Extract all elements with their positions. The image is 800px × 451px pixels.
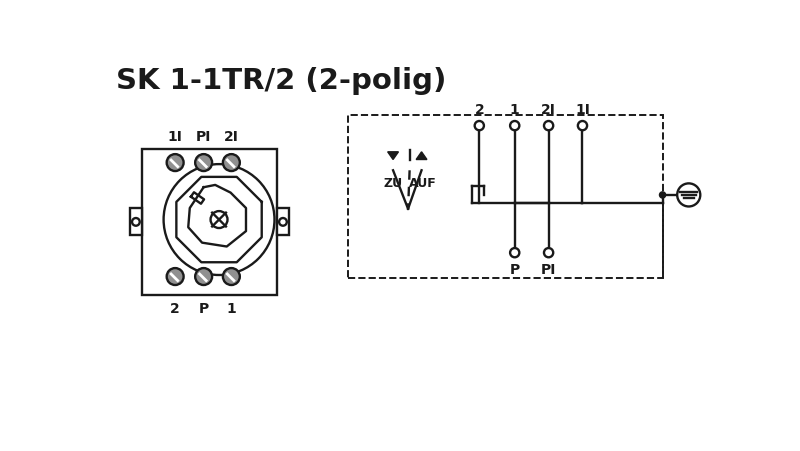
- Circle shape: [164, 165, 274, 276]
- Text: P: P: [510, 262, 520, 276]
- Bar: [277, 209, 289, 236]
- Circle shape: [279, 219, 287, 226]
- Circle shape: [132, 219, 140, 226]
- Circle shape: [677, 184, 700, 207]
- Text: 1: 1: [226, 302, 236, 316]
- Circle shape: [166, 155, 184, 172]
- Polygon shape: [388, 152, 398, 160]
- Bar: [349, 115, 662, 278]
- Text: 2: 2: [170, 302, 180, 316]
- Text: AUF: AUF: [410, 177, 437, 190]
- Circle shape: [578, 122, 587, 131]
- Bar: [142, 149, 277, 295]
- Text: 2: 2: [474, 103, 484, 117]
- Text: 1I: 1I: [168, 129, 182, 143]
- Text: 1: 1: [510, 103, 519, 117]
- Circle shape: [223, 268, 240, 285]
- Circle shape: [510, 249, 519, 258]
- Circle shape: [544, 249, 554, 258]
- Circle shape: [474, 122, 484, 131]
- Bar: [130, 209, 142, 236]
- Circle shape: [223, 155, 240, 172]
- Text: 2I: 2I: [224, 129, 238, 143]
- Circle shape: [510, 122, 519, 131]
- Text: P: P: [198, 302, 209, 316]
- Polygon shape: [416, 152, 427, 160]
- Text: 1I: 1I: [575, 103, 590, 117]
- Circle shape: [659, 193, 666, 198]
- Text: ZU: ZU: [383, 177, 402, 190]
- Text: SK 1-1TR/2 (2-polig): SK 1-1TR/2 (2-polig): [116, 67, 446, 95]
- Circle shape: [544, 122, 554, 131]
- Circle shape: [195, 268, 212, 285]
- Text: PI: PI: [196, 129, 211, 143]
- Circle shape: [210, 212, 227, 229]
- Text: 2I: 2I: [541, 103, 556, 117]
- Text: PI: PI: [541, 262, 556, 276]
- Circle shape: [195, 155, 212, 172]
- Circle shape: [166, 268, 184, 285]
